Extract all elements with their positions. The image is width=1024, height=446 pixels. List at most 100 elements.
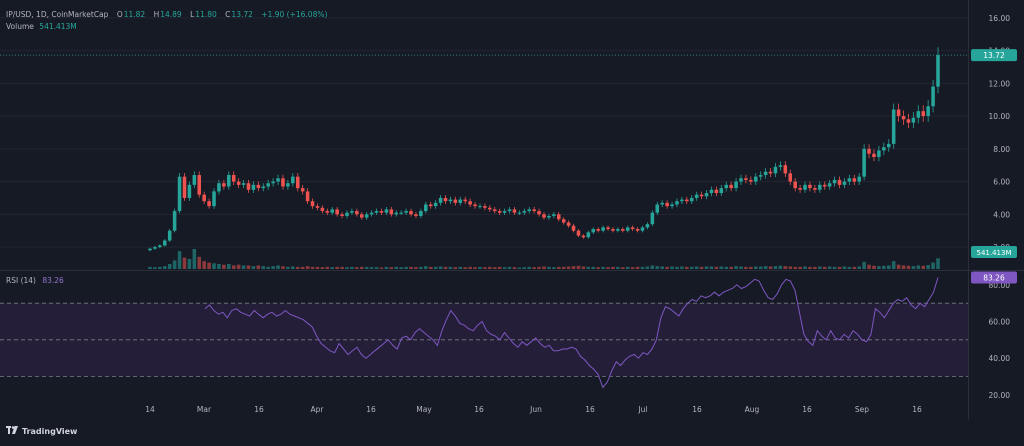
volume-bar [399,267,403,269]
candle-body [335,209,339,215]
candle-body [300,188,305,192]
volume-bar [217,264,221,269]
candle-body [497,211,502,213]
candle-body [763,171,768,176]
volume-legend: Volume 541.413M [6,22,77,31]
rsi-legend: RSI (14) 83.26 [6,276,64,285]
volume-bar [512,267,517,269]
volume-bar [177,251,182,269]
volume-bar [744,266,748,269]
candle-body [246,183,251,190]
volume-badge-label: 541.413M [977,249,1012,257]
volume-bar [236,264,241,269]
candle-body [857,176,861,182]
candle-body [473,204,477,207]
volume-bar [625,266,630,269]
candle-body [488,207,492,210]
volume-bar [261,266,266,269]
price-tick-label: 10.00 [989,112,1011,121]
tradingview-logo[interactable]: TradingView [6,426,77,436]
volume-bar [379,267,384,269]
candle-body [177,176,182,212]
volume-bar [414,267,418,269]
time-tick-label: Aug [745,405,760,414]
volume-bar [788,266,793,269]
volume-bar [256,265,261,269]
volume-bar [187,259,192,269]
volume-bar [818,266,822,269]
candle-body [325,211,330,213]
volume-bar [872,265,876,269]
volume-bar [660,266,664,269]
volume-bar [758,266,763,269]
time-tick-label: Jun [529,405,542,414]
candle-body [276,178,280,182]
candle-body [901,116,906,120]
volume-bar [714,266,719,269]
volume-bar [527,266,531,269]
candle-body [911,117,916,123]
volume-bar [468,266,472,269]
candle-body [468,201,472,205]
candle-body [586,232,591,238]
candle-body [680,199,684,202]
candle-body [685,199,689,202]
candle-body [522,211,527,213]
candle-body [931,86,935,107]
candle-body [414,214,418,216]
volume-bar [271,266,275,269]
candle-body [350,211,354,213]
candle-body [187,184,192,198]
volume-bar [665,266,669,269]
volume-bar [281,266,285,269]
change-value: +1.90 (+16.08%) [261,10,328,19]
candle-body [926,106,930,117]
candle-body [266,183,270,187]
price-tick-label: 12.00 [989,79,1011,88]
candle-body [502,211,507,213]
candle-body [458,199,463,203]
candle-body [719,188,724,194]
volume-bar [566,266,571,269]
volume-bar [783,266,788,269]
time-tick-label: May [416,405,432,414]
candle-body [581,235,586,238]
candle-body [364,214,369,218]
candle-body [640,227,645,231]
volume-bar [832,266,837,269]
volume-bar [522,267,527,269]
candle-body [153,247,157,249]
candle-body [827,183,832,187]
volume-bar [458,266,463,269]
volume-bar [227,264,231,269]
volume-bar [251,266,256,269]
candle-body [591,229,596,233]
volume-bar [606,267,610,269]
candle-body [291,176,295,184]
candle-body [256,184,261,189]
volume-bar [670,266,674,269]
volume-bar [581,266,586,269]
volume-bar [724,266,728,269]
candle-body [428,204,433,207]
candle-body [281,178,285,187]
volume-bar [197,256,202,269]
volume-bar [650,265,655,269]
volume-bar [182,257,187,269]
candle-body [217,183,221,192]
ohlc-legend: IP/USD, 1D, CoinMarketCap O11.82 H14.89 … [6,10,327,19]
candle-body [724,184,728,189]
candle-body [882,147,886,151]
volume-bar [202,261,206,269]
volume-bar [419,266,423,269]
volume-bar [803,266,807,269]
time-tick-label: Jul [637,405,647,414]
candle-body [330,209,334,213]
candle-body [758,175,763,177]
volume-bar [463,267,467,269]
volume-bar [734,266,738,269]
candle-body [872,153,876,158]
volume-bar [877,266,881,269]
candle-body [433,202,438,207]
